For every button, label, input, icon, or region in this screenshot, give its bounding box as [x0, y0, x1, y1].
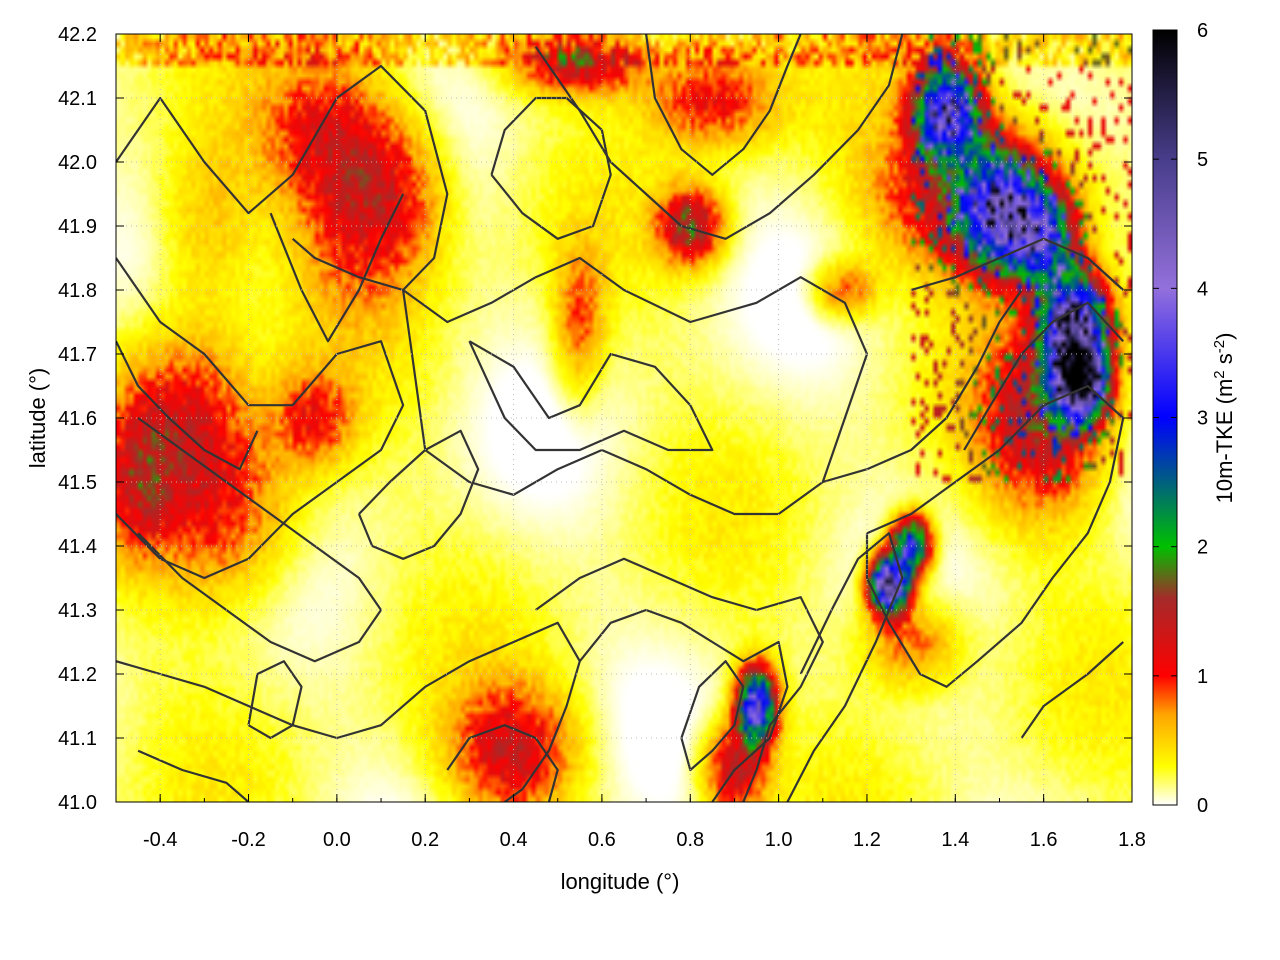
colorbar-title-sup2: -2	[1211, 340, 1228, 353]
x-tick-label: 0.6	[588, 829, 616, 851]
grid-layer	[116, 34, 1132, 802]
y-tick-label: 41.6	[58, 408, 97, 430]
colorbar-tick-label: 6	[1197, 20, 1208, 42]
colorbar-title-mid: s	[1212, 353, 1237, 370]
y-tick-label: 42.2	[58, 24, 97, 46]
colorbar-tick-label: 4	[1197, 278, 1208, 300]
x-tick-label: 0.8	[676, 829, 704, 851]
contour-line	[1020, 641, 1124, 739]
y-tick-label: 41.7	[58, 344, 97, 366]
y-tick-label: 41.0	[58, 792, 97, 814]
colorbar-title-end: )	[1212, 333, 1237, 340]
contour-line	[963, 301, 1125, 451]
contour-line	[534, 34, 904, 240]
tke-heatmap-image	[116, 34, 1132, 802]
x-tick-label: 1.8	[1118, 829, 1146, 851]
y-tick-label: 42.0	[58, 152, 97, 174]
contour-layer	[116, 34, 1125, 802]
x-axis-title: longitude (°)	[561, 869, 680, 894]
contour-line	[786, 532, 904, 802]
y-tick-label: 41.4	[58, 536, 97, 558]
colorbar-tick-label: 1	[1197, 666, 1208, 688]
x-tick-label: 0.0	[323, 829, 351, 851]
x-axis: -0.4 -0.2 0.0 0.2 0.4 0.6 0.8 1.0 1.2 1.4 1.6 1.8	[115, 34, 1146, 851]
colorbar-tick-label: 3	[1197, 408, 1208, 430]
contour-line	[357, 429, 480, 560]
x-tick-label: -0.2	[231, 829, 265, 851]
contour-line	[137, 749, 250, 802]
y-tick-label: 41.2	[58, 664, 97, 686]
contour-line	[446, 724, 559, 802]
colorbar-title: 10m-TKE (m2 s-2)	[1211, 333, 1237, 504]
y-axis-title: latitude (°)	[25, 368, 50, 469]
contour-line	[910, 237, 1124, 292]
x-tick-label: 0.2	[411, 829, 439, 851]
x-tick-label: 1.6	[1030, 829, 1058, 851]
y-tick-label: 42.1	[58, 88, 97, 110]
contour-line	[865, 384, 1125, 688]
x-tick-label: 0.4	[500, 829, 528, 851]
contour-line	[116, 621, 581, 802]
contour-line	[680, 660, 745, 772]
x-tick-label: -0.4	[143, 829, 177, 851]
colorbar-tick-label: 0	[1197, 795, 1208, 817]
x-tick-label: 1.0	[765, 829, 793, 851]
contour-line	[269, 193, 405, 343]
colorbar-title-sup1: 2	[1211, 370, 1228, 378]
colorbar-tick-label: 2	[1197, 537, 1208, 559]
contour-line	[468, 340, 714, 452]
contour-line	[578, 608, 789, 802]
y-axis: 41.0 41.1 41.2 41.3 41.4 41.5 41.6 41.7 41.8 41.9…	[58, 24, 1132, 814]
contour-line	[645, 34, 802, 176]
contour-line	[402, 256, 869, 516]
y-tick-label: 41.3	[58, 600, 97, 622]
contour-line	[116, 340, 259, 471]
y-tick-label: 41.8	[58, 280, 97, 302]
plot-area	[115, 33, 1133, 803]
y-tick-label: 41.9	[58, 216, 97, 238]
y-tick-label: 41.5	[58, 472, 97, 494]
colorbar-tick-label: 5	[1197, 149, 1208, 171]
colorbar-ticks: 0 1 2 3 4 5 6	[1153, 20, 1208, 817]
contour-line	[490, 96, 612, 240]
y-tick-label: 41.1	[58, 728, 97, 750]
colorbar-title-main: 10m-TKE (m	[1212, 379, 1237, 504]
contour-line	[535, 557, 824, 802]
contour-line	[247, 660, 303, 740]
x-tick-label: 1.2	[853, 829, 881, 851]
contour-line	[116, 257, 405, 580]
contour-line	[116, 64, 449, 292]
x-tick-label: 1.4	[941, 829, 969, 851]
